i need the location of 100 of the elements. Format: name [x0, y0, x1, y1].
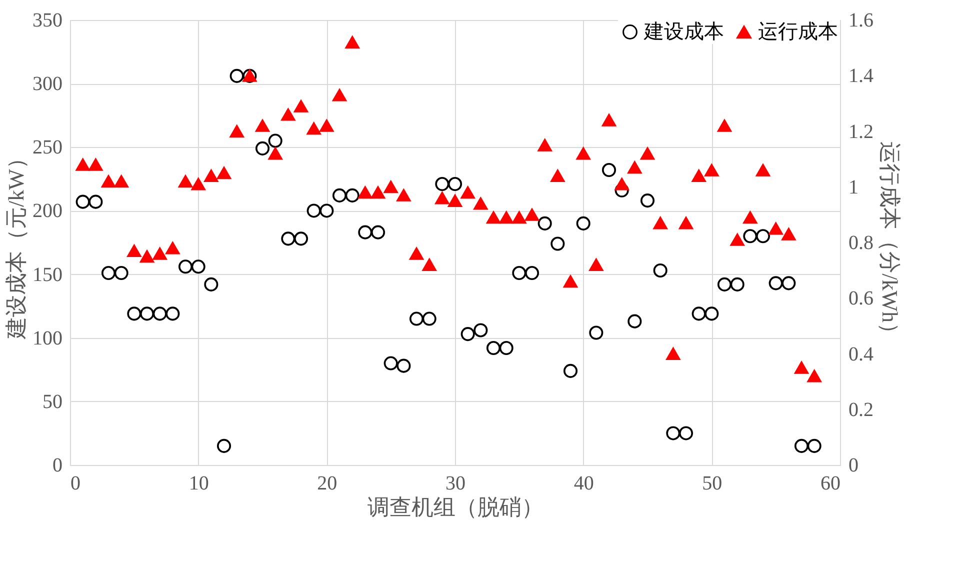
point [704, 164, 719, 176]
point [320, 204, 334, 218]
point [345, 36, 360, 48]
point [602, 114, 616, 126]
point [88, 194, 103, 209]
point [743, 211, 758, 224]
point [666, 426, 680, 440]
y2-tick-label: 0.6 [848, 288, 874, 310]
point [178, 260, 193, 274]
point [140, 250, 154, 263]
y2-tick-label: 1.2 [848, 120, 874, 143]
point [576, 147, 590, 160]
point [474, 197, 488, 210]
point [140, 306, 154, 321]
point [653, 263, 668, 278]
point [512, 266, 526, 280]
point [692, 306, 706, 321]
point [666, 348, 680, 360]
point [614, 178, 629, 190]
point [281, 108, 296, 121]
point [794, 438, 809, 453]
point [422, 312, 436, 326]
point [76, 194, 90, 209]
point [76, 158, 90, 171]
point [512, 211, 526, 224]
x-tick-label: 30 [446, 472, 466, 494]
point [768, 222, 783, 235]
point [230, 125, 244, 138]
point [152, 247, 167, 260]
point [114, 266, 128, 280]
point [756, 164, 770, 176]
point [255, 141, 270, 156]
point [538, 216, 552, 230]
point [602, 163, 616, 178]
y-tick-label: 50 [42, 390, 62, 413]
point [524, 208, 540, 221]
point [306, 122, 321, 135]
y2-tick-label: 0.8 [848, 232, 874, 254]
point [114, 175, 128, 188]
point [768, 276, 783, 290]
point [576, 216, 590, 230]
x-tick-label: 40 [574, 472, 594, 494]
point [216, 166, 232, 180]
point [409, 312, 424, 326]
x-tick-label: 20 [317, 472, 338, 494]
point [435, 192, 450, 204]
point [640, 147, 655, 160]
point [743, 229, 758, 244]
point [268, 147, 282, 160]
point [704, 306, 719, 321]
y2-tick-label: 1.4 [848, 65, 874, 88]
y-tick-label: 200 [32, 200, 62, 222]
x-tick-label: 10 [188, 472, 209, 494]
point [255, 119, 270, 132]
point [306, 204, 321, 218]
point [782, 276, 796, 290]
point [345, 188, 360, 202]
point [127, 306, 142, 321]
point [294, 232, 308, 246]
x-tick-label: 50 [702, 472, 722, 494]
point [782, 228, 796, 240]
point [370, 225, 386, 240]
point [717, 277, 732, 292]
point [358, 186, 372, 199]
point [409, 247, 424, 260]
point [191, 260, 206, 274]
y-axis-title: 建设成本（元/kW） [4, 147, 28, 340]
y-tick-label: 0 [52, 454, 62, 476]
point [281, 232, 296, 246]
point [807, 438, 822, 453]
point [268, 134, 282, 148]
point [563, 275, 578, 288]
point [191, 178, 206, 190]
point [640, 194, 655, 208]
point [178, 175, 193, 188]
point [204, 170, 218, 182]
x-tick-label: 0 [70, 472, 80, 494]
point [448, 177, 462, 192]
point [499, 211, 514, 224]
point [653, 216, 668, 230]
y2-tick-label: 0.2 [848, 398, 874, 421]
legend-label: 运行成本 [758, 21, 838, 43]
point [730, 234, 744, 246]
point [756, 229, 770, 244]
legend-label: 建设成本 [643, 21, 724, 43]
point [332, 188, 347, 202]
point [589, 258, 604, 271]
point [422, 258, 436, 271]
y-tick-label: 100 [32, 327, 62, 350]
point [486, 211, 501, 224]
point [730, 277, 744, 292]
x-tick-label: 60 [820, 472, 840, 494]
point [230, 68, 244, 83]
point [550, 236, 565, 251]
point [396, 189, 411, 202]
y2-tick-label: 1.6 [848, 10, 874, 32]
point [384, 356, 398, 370]
point [474, 323, 488, 338]
point [396, 358, 411, 373]
point [384, 180, 398, 194]
